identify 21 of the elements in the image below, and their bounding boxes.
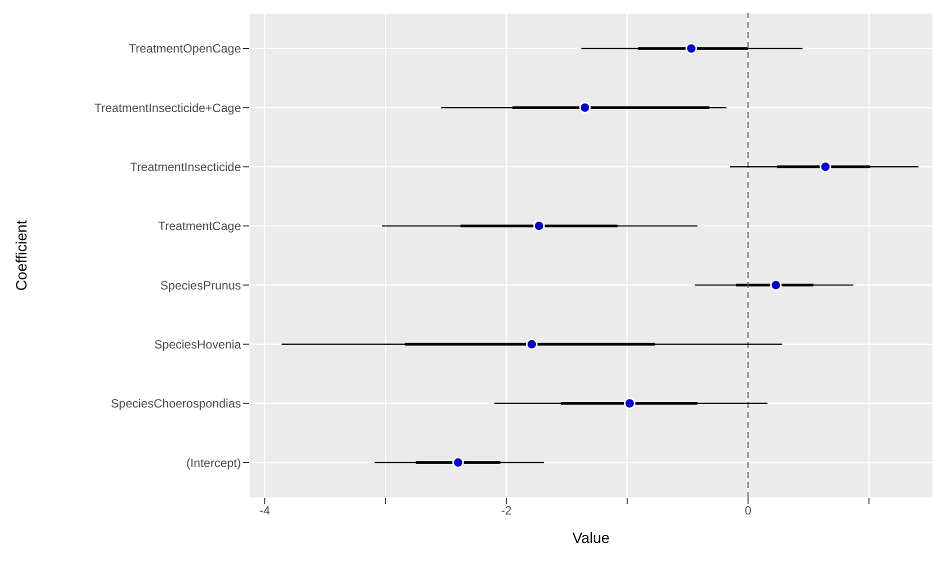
y-tick-label: TreatmentInsecticide+Cage <box>94 100 242 115</box>
point <box>579 102 591 114</box>
y-axis-title: Coefficient <box>13 219 30 291</box>
y-tick-label: SpeciesHovenia <box>154 337 242 352</box>
point <box>452 456 464 468</box>
point <box>533 220 545 232</box>
y-tick-label: TreatmentOpenCage <box>128 42 242 56</box>
y-tick-label: SpeciesChoerospondias <box>110 396 241 411</box>
y-tick-label: TreatmentInsecticide <box>130 160 242 174</box>
point <box>820 161 832 173</box>
point <box>624 398 636 410</box>
y-tick-label: (Intercept) <box>186 456 241 470</box>
x-axis-title: Value <box>572 530 610 547</box>
point <box>686 42 698 54</box>
x-tick-label: 0 <box>744 504 752 518</box>
x-tick-label: -4 <box>259 504 270 518</box>
y-tick-label: TreatmentCage <box>158 219 242 234</box>
y-tick-label: SpeciesPrunus <box>160 278 241 292</box>
point <box>526 338 538 350</box>
x-tick-label: -2 <box>501 504 512 518</box>
point <box>770 279 782 291</box>
